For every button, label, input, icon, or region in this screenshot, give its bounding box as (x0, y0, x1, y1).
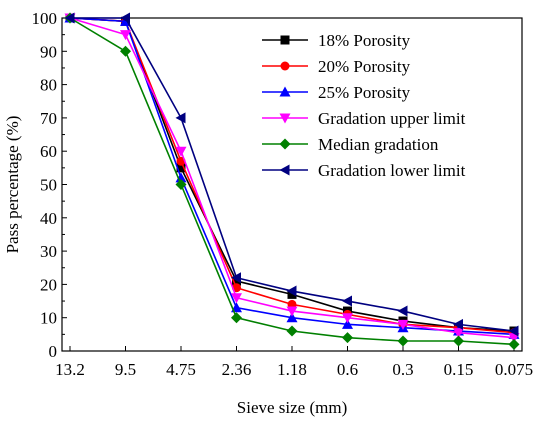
legend: 18% Porosity 20% Porosity 25% Porosity Grad… (262, 31, 466, 180)
legend-item: Median gradation (262, 135, 439, 154)
data-point (120, 30, 131, 41)
y-tick-label: 40 (40, 209, 57, 228)
legend-marker (280, 35, 290, 45)
data-point (231, 272, 241, 284)
data-point (453, 328, 464, 339)
data-point (286, 312, 298, 323)
data-point (286, 285, 297, 297)
x-tick-label: 4.75 (166, 360, 196, 379)
y-tick-label: 70 (40, 109, 57, 128)
legend-marker (280, 61, 290, 71)
x-tick-label: 0.075 (495, 360, 533, 379)
data-point (231, 293, 242, 304)
x-tick-label: 1.18 (277, 360, 307, 379)
data-point (342, 295, 352, 307)
legend-marker (279, 138, 291, 150)
legend-label: 18% Porosity (318, 31, 411, 50)
data-point (64, 12, 75, 24)
series-layer (64, 12, 520, 350)
x-axis: 13.2 9.5 4.75 2.36 1.18 0.6 0.3 0.15 0.075 (55, 346, 533, 379)
x-tick-label: 9.5 (115, 360, 136, 379)
y-tick-label: 100 (32, 9, 58, 28)
y-tick-label: 60 (40, 142, 57, 161)
data-point (287, 289, 297, 299)
legend-label: Gradation upper limit (318, 109, 466, 128)
data-point (120, 45, 131, 57)
legend-item: 18% Porosity (262, 31, 411, 50)
series-6 (64, 12, 519, 337)
data-point (175, 146, 187, 157)
x-tick-label: 0.6 (337, 360, 358, 379)
series-5 (64, 12, 520, 350)
legend-marker (279, 86, 291, 97)
legend-label: Gradation lower limit (318, 161, 466, 180)
data-point (508, 325, 519, 337)
legend-marker (279, 164, 290, 176)
legend-item: 20% Porosity (262, 57, 411, 76)
x-tick-label: 0.3 (392, 360, 413, 379)
legend-label: 20% Porosity (318, 57, 411, 76)
x-tick-label: 2.36 (222, 360, 252, 379)
y-tick-label: 90 (40, 42, 57, 61)
y-tick-label: 0 (49, 342, 58, 361)
y-tick-label: 30 (40, 242, 57, 261)
y-tick-label: 10 (40, 309, 57, 328)
data-point (397, 305, 408, 317)
data-point (231, 312, 242, 324)
legend-marker (279, 113, 291, 124)
data-point (175, 179, 187, 190)
data-point (453, 318, 463, 330)
data-point (286, 325, 298, 337)
legend-label: Median gradation (318, 135, 439, 154)
legend-label: 25% Porosity (318, 83, 411, 102)
data-point (508, 338, 520, 350)
x-tick-label: 13.2 (55, 360, 85, 379)
data-point (175, 112, 186, 124)
x-axis-title: Sieve size (mm) (237, 398, 347, 417)
data-point (176, 163, 186, 173)
y-tick-label: 80 (40, 76, 57, 95)
data-point (453, 335, 464, 347)
data-point (397, 319, 409, 330)
y-tick-label: 50 (40, 176, 57, 195)
data-point (232, 276, 241, 286)
data-point (342, 313, 353, 324)
y-tick-label: 20 (40, 275, 57, 294)
legend-item: Gradation lower limit (262, 161, 466, 180)
data-point (342, 318, 353, 329)
data-point (342, 332, 353, 344)
data-point (508, 333, 520, 344)
legend-item: Gradation upper limit (262, 109, 466, 128)
data-point (120, 12, 130, 24)
data-point (397, 335, 409, 347)
y-axis-title: Pass percentage (%) (3, 116, 22, 254)
legend-item: 25% Porosity (262, 83, 411, 102)
data-point (286, 306, 298, 317)
x-tick-label: 0.15 (444, 360, 474, 379)
y-axis: 0 10 20 30 40 50 60 70 80 90 100 (32, 9, 67, 361)
